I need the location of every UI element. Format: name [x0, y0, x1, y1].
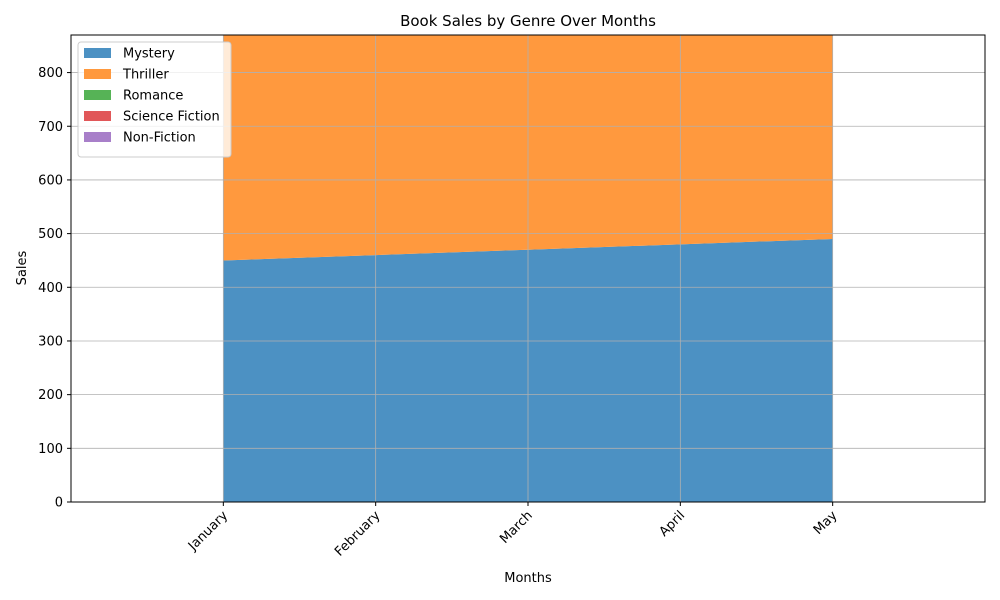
legend: Mystery Thriller Romance Science Fiction Non… — [77, 41, 232, 158]
y-tick-label: 700 — [38, 120, 63, 135]
legend-swatch — [84, 111, 111, 121]
y-tick-label: 400 — [38, 281, 63, 296]
y-tick-label: 800 — [38, 66, 63, 81]
legend-entry: Romance — [123, 89, 183, 104]
y-axis-label: Sales — [15, 250, 30, 285]
legend-box — [77, 41, 232, 158]
x-tick-label: March — [497, 508, 536, 547]
legend-entry: Mystery — [123, 47, 175, 62]
x-tick-label: May — [811, 508, 841, 538]
chart-title: Book Sales by Genre Over Months — [400, 12, 656, 30]
legend-entry: Non-Fiction — [123, 131, 196, 146]
legend-swatch — [84, 90, 111, 100]
x-tick-label: April — [657, 508, 689, 540]
y-tick-label: 200 — [38, 388, 63, 403]
y-tick-label: 0 — [55, 496, 63, 511]
y-tick-label: 300 — [38, 334, 63, 349]
legend-entry: Science Fiction — [123, 110, 220, 125]
x-tick-label: February — [332, 508, 384, 560]
legend-entry: Thriller — [122, 68, 169, 83]
y-tick-label: 500 — [38, 227, 63, 242]
y-tick-label: 600 — [38, 173, 63, 188]
legend-swatch — [84, 132, 111, 142]
x-axis-label: Months — [504, 571, 552, 586]
legend-swatch — [84, 69, 111, 79]
legend-swatch — [84, 48, 111, 58]
y-tick-label: 100 — [38, 442, 63, 457]
x-tick-label: January — [185, 508, 231, 554]
